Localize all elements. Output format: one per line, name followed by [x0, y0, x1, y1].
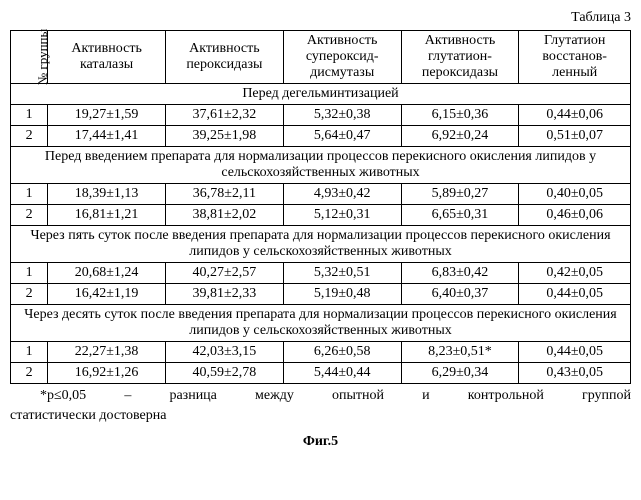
table-row: 119,27±1,5937,61±2,325,32±0,386,15±0,360… — [11, 105, 631, 126]
table-cell: 0,44±0,05 — [519, 342, 631, 363]
table-cell: 0,51±0,07 — [519, 126, 631, 147]
table-body: Перед дегельминтизацией119,27±1,5937,61±… — [11, 84, 631, 384]
table-cell: 6,29±0,34 — [401, 363, 519, 384]
header-col3: Активность супероксид-дисмутазы — [283, 31, 401, 84]
table-cell: 0,44±0,05 — [519, 284, 631, 305]
table-cell: 40,27±2,57 — [165, 263, 283, 284]
header-col2: Активность пероксидазы — [165, 31, 283, 84]
header-col5: Глутатион восстанов-ленный — [519, 31, 631, 84]
table-cell: 20,68±1,24 — [48, 263, 166, 284]
table-cell: 0,44±0,06 — [519, 105, 631, 126]
table-cell: 1 — [11, 184, 48, 205]
section-header-row: Перед введением препарата для нормализац… — [11, 147, 631, 184]
table-cell: 38,81±2,02 — [165, 205, 283, 226]
table-row: 118,39±1,1336,78±2,114,93±0,425,89±0,270… — [11, 184, 631, 205]
table-cell: 5,32±0,38 — [283, 105, 401, 126]
table-cell: 1 — [11, 105, 48, 126]
header-group-no: № группы — [11, 31, 48, 84]
header-row: № группы Активность каталазы Активность … — [11, 31, 631, 84]
table-cell: 6,83±0,42 — [401, 263, 519, 284]
section-title: Через десять суток после введения препар… — [11, 305, 631, 342]
section-title: Перед дегельминтизацией — [11, 84, 631, 105]
section-header-row: Через пять суток после введения препарат… — [11, 226, 631, 263]
table-row: 217,44±1,4139,25±1,985,64±0,476,92±0,240… — [11, 126, 631, 147]
table-cell: 1 — [11, 342, 48, 363]
table-cell: 40,59±2,78 — [165, 363, 283, 384]
table-cell: 2 — [11, 126, 48, 147]
table-cell: 5,32±0,51 — [283, 263, 401, 284]
table-cell: 18,39±1,13 — [48, 184, 166, 205]
table-cell: 37,61±2,32 — [165, 105, 283, 126]
table-cell: 8,23±0,51* — [401, 342, 519, 363]
table-cell: 39,25±1,98 — [165, 126, 283, 147]
table-row: 122,27±1,3842,03±3,156,26±0,588,23±0,51*… — [11, 342, 631, 363]
table-cell: 5,89±0,27 — [401, 184, 519, 205]
header-col4: Активность глутатион-пероксидазы — [401, 31, 519, 84]
table-cell: 5,64±0,47 — [283, 126, 401, 147]
table-cell: 6,26±0,58 — [283, 342, 401, 363]
table-cell: 1 — [11, 263, 48, 284]
table-cell: 2 — [11, 284, 48, 305]
section-header-row: Перед дегельминтизацией — [11, 84, 631, 105]
table-row: 216,42±1,1939,81±2,335,19±0,486,40±0,370… — [11, 284, 631, 305]
table-cell: 22,27±1,38 — [48, 342, 166, 363]
table-row: 216,81±1,2138,81±2,025,12±0,316,65±0,310… — [11, 205, 631, 226]
table-cell: 5,19±0,48 — [283, 284, 401, 305]
data-table: № группы Активность каталазы Активность … — [10, 30, 631, 384]
section-title: Через пять суток после введения препарат… — [11, 226, 631, 263]
table-cell: 16,42±1,19 — [48, 284, 166, 305]
table-cell: 5,44±0,44 — [283, 363, 401, 384]
footnote: *р≤0,05 – разница между опытной и контро… — [10, 388, 631, 404]
table-row: 216,92±1,2640,59±2,785,44±0,446,29±0,340… — [11, 363, 631, 384]
table-cell: 0,40±0,05 — [519, 184, 631, 205]
table-row: 120,68±1,2440,27±2,575,32±0,516,83±0,420… — [11, 263, 631, 284]
footnote-line2: статистически достоверна — [10, 408, 631, 424]
table-cell: 6,92±0,24 — [401, 126, 519, 147]
figure-label: Фиг.5 — [10, 434, 631, 450]
table-cell: 5,12±0,31 — [283, 205, 401, 226]
table-cell: 16,92±1,26 — [48, 363, 166, 384]
table-number-label: Таблица 3 — [10, 10, 631, 26]
table-cell: 0,42±0,05 — [519, 263, 631, 284]
table-cell: 6,15±0,36 — [401, 105, 519, 126]
table-cell: 42,03±3,15 — [165, 342, 283, 363]
section-title: Перед введением препарата для нормализац… — [11, 147, 631, 184]
table-cell: 0,46±0,06 — [519, 205, 631, 226]
table-cell: 39,81±2,33 — [165, 284, 283, 305]
header-col1: Активность каталазы — [48, 31, 166, 84]
table-cell: 0,43±0,05 — [519, 363, 631, 384]
table-cell: 6,40±0,37 — [401, 284, 519, 305]
table-cell: 16,81±1,21 — [48, 205, 166, 226]
table-cell: 4,93±0,42 — [283, 184, 401, 205]
table-cell: 2 — [11, 363, 48, 384]
section-header-row: Через десять суток после введения препар… — [11, 305, 631, 342]
table-cell: 2 — [11, 205, 48, 226]
table-cell: 36,78±2,11 — [165, 184, 283, 205]
table-cell: 17,44±1,41 — [48, 126, 166, 147]
table-cell: 19,27±1,59 — [48, 105, 166, 126]
table-cell: 6,65±0,31 — [401, 205, 519, 226]
